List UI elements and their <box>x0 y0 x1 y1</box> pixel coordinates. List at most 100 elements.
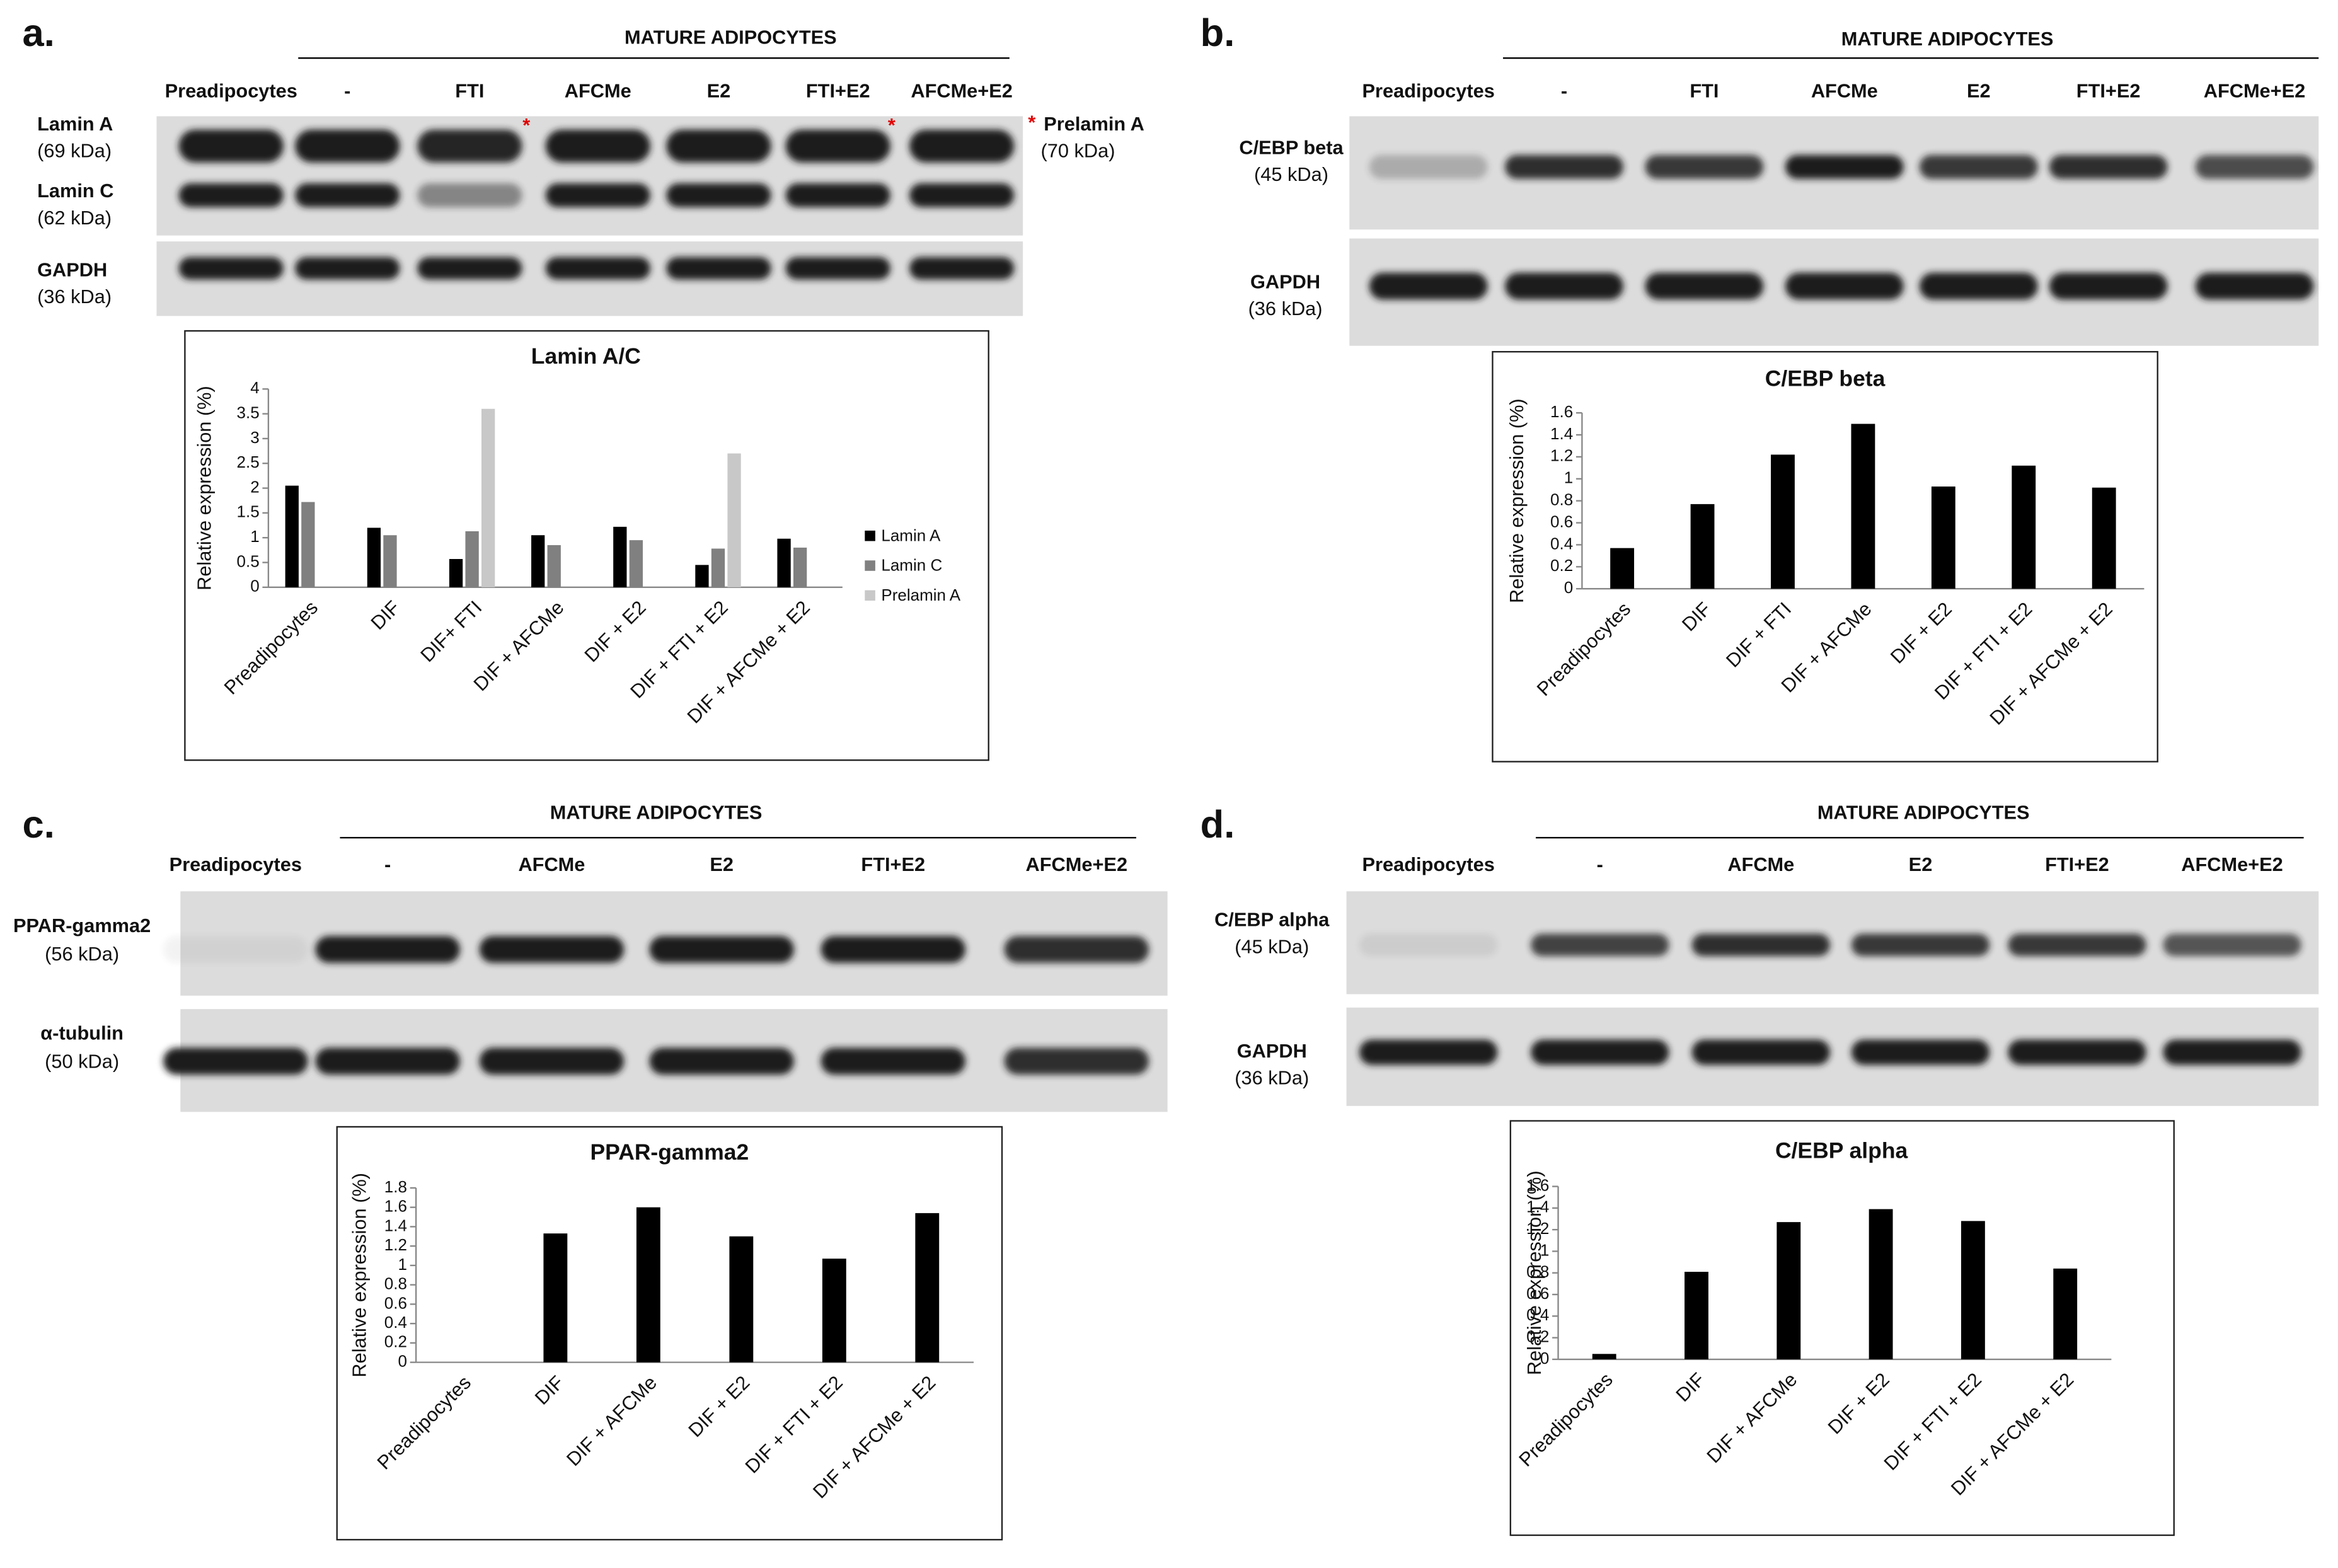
y-tick-label: 1 <box>1540 1240 1549 1259</box>
bar <box>2053 1268 2078 1359</box>
row-size: (36 kDa) <box>1248 297 1323 320</box>
y-tick-label: 0.2 <box>1550 556 1573 575</box>
lane-label: E2 <box>710 853 734 875</box>
legend-swatch <box>865 530 875 541</box>
x-tick-label: DIF <box>366 596 404 634</box>
lane-label: AFCMe+E2 <box>2181 853 2283 875</box>
row-size: (45 kDa) <box>1235 935 1309 957</box>
bar <box>1869 1209 1893 1359</box>
y-axis-label: Relative expression (%) <box>193 386 216 591</box>
panel-label: d. <box>1201 803 1235 846</box>
row-size: (45 kDa) <box>1254 163 1328 185</box>
row-label: C/EBP beta <box>1239 137 1344 159</box>
chart-title: C/EBP beta <box>1765 366 1886 391</box>
band <box>666 129 771 163</box>
chart-frame <box>1509 1120 2175 1536</box>
lane-label: AFCMe <box>1811 80 1878 102</box>
x-tick-label: DIF + AFCMe <box>562 1371 661 1470</box>
y-axis-label: Relative expression (%) <box>348 1173 371 1378</box>
lane-label: Preadipocytes <box>170 853 302 875</box>
band <box>163 936 308 963</box>
band <box>417 257 522 280</box>
lane-label: - <box>1597 853 1603 875</box>
lane-label: Preadipocytes <box>1362 853 1495 875</box>
side-label: Prelamin A <box>1044 113 1144 135</box>
lane-label: FTI+E2 <box>2076 80 2141 102</box>
bar <box>449 558 463 587</box>
band <box>2049 154 2168 179</box>
band <box>479 936 625 963</box>
band <box>417 183 522 207</box>
y-tick-label: 3 <box>250 428 259 447</box>
band <box>545 129 650 163</box>
bar <box>531 535 545 587</box>
lane-label: AFCMe+E2 <box>911 80 1013 102</box>
panel: c. MATURE ADIPOCYTES Preadipocytes - AFCMe E2… <box>13 801 1168 1112</box>
band <box>1004 1047 1149 1075</box>
band <box>821 936 966 963</box>
bar <box>1684 1272 1708 1359</box>
band <box>1785 154 1904 179</box>
x-tick-label: Preadipocytes <box>1514 1368 1617 1471</box>
band <box>163 1047 308 1075</box>
legend-label: Prelamin A <box>881 585 960 604</box>
band <box>666 183 771 207</box>
lane-label: FTI <box>1690 80 1719 102</box>
bar <box>727 453 741 587</box>
bar <box>543 1233 568 1363</box>
row-label: GAPDH <box>37 259 107 281</box>
band <box>2163 933 2301 957</box>
bar <box>915 1213 940 1363</box>
x-tick-label: DIF + FTI + E2 <box>740 1371 847 1477</box>
row-label: GAPDH <box>1237 1040 1307 1062</box>
band <box>909 129 1015 163</box>
row-size: (62 kDa) <box>37 207 112 229</box>
band <box>1359 1039 1498 1065</box>
group-header: MATURE ADIPOCYTES <box>1817 801 2030 823</box>
y-tick-label: 1.8 <box>384 1177 407 1196</box>
y-tick-label: 1.4 <box>384 1216 407 1235</box>
y-tick-label: 1.2 <box>1526 1219 1549 1238</box>
lane-label: - <box>384 853 391 875</box>
band <box>315 936 460 963</box>
y-tick-label: 0.4 <box>1526 1305 1549 1324</box>
chart-frame <box>1492 350 2158 763</box>
band <box>785 183 890 207</box>
x-tick-label: DIF + E2 <box>1886 598 1956 668</box>
row-size: (56 kDa) <box>45 943 119 965</box>
row-label: GAPDH <box>1250 270 1320 292</box>
band <box>1531 933 1669 957</box>
band <box>1505 272 1623 300</box>
chart-title: Lamin A/C <box>531 343 641 369</box>
bar <box>1592 1354 1616 1359</box>
bar <box>2012 465 2036 589</box>
x-tick-label: DIF + E2 <box>1824 1368 1894 1438</box>
bar <box>822 1259 846 1363</box>
y-tick-label: 1.5 <box>237 502 260 521</box>
x-tick-label: DIF+ FTI <box>416 596 486 666</box>
y-tick-label: 1 <box>1564 468 1573 487</box>
y-tick-label: 1 <box>398 1255 406 1274</box>
row-size: (36 kDa) <box>1235 1066 1309 1088</box>
band <box>1785 272 1904 300</box>
row-size: (69 kDa) <box>37 139 112 161</box>
chart: Lamin A/C Relative expression (%) 0 0.5 1 1.5… <box>184 330 989 761</box>
bar <box>636 1207 660 1363</box>
band <box>1851 933 1990 957</box>
y-axis-label: Relative expression (%) <box>1523 1170 1545 1375</box>
y-axis-label: Relative expression (%) <box>1506 398 1528 603</box>
band <box>178 257 284 280</box>
bar <box>1777 1222 1801 1359</box>
lane-label: AFCMe+E2 <box>2204 80 2306 102</box>
x-tick-label: DIF + FTI + E2 <box>1879 1368 1986 1474</box>
band <box>1531 1039 1669 1065</box>
band <box>1919 272 2038 300</box>
lane-label: Preadipocytes <box>165 80 297 102</box>
row-label: PPAR-gamma2 <box>13 914 151 937</box>
y-tick-label: 0.6 <box>1526 1284 1549 1303</box>
row-label: Lamin A <box>37 113 113 135</box>
lane-label: E2 <box>1909 853 1933 875</box>
lane-label: - <box>344 80 350 102</box>
lane-label: - <box>1561 80 1567 102</box>
